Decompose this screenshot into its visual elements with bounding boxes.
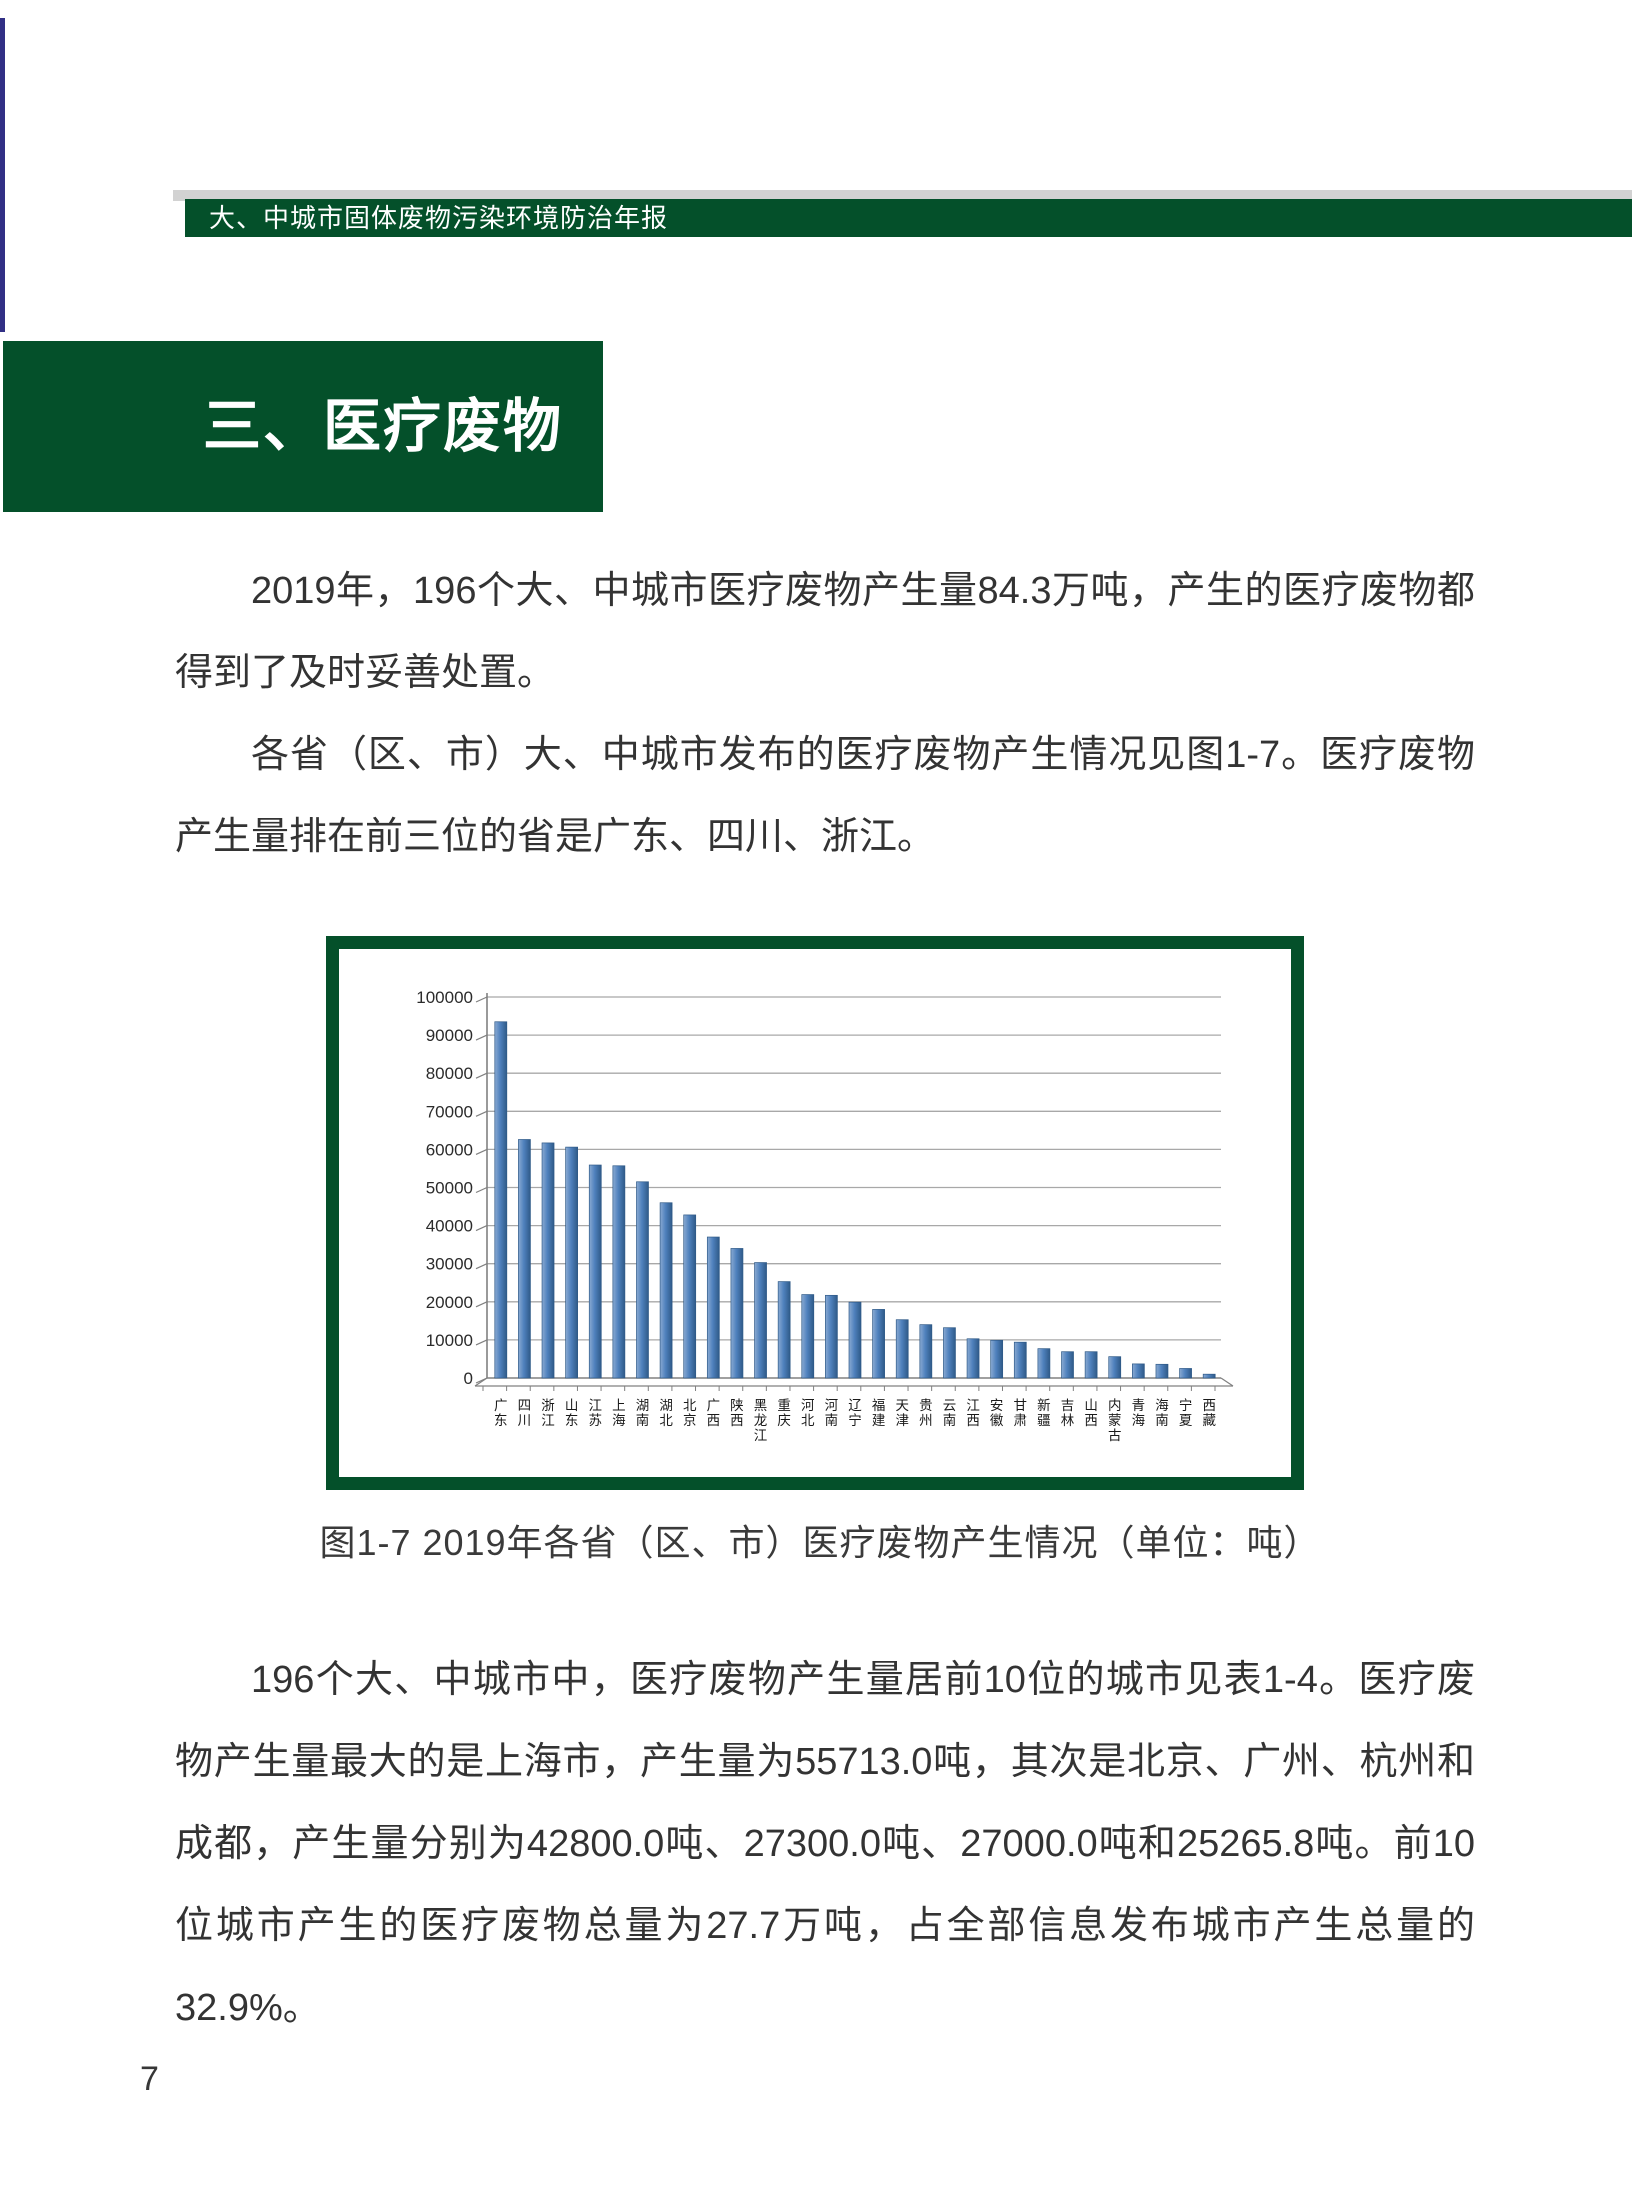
svg-text:天: 天: [895, 1398, 909, 1413]
svg-text:新: 新: [1037, 1398, 1051, 1413]
svg-text:山: 山: [1084, 1398, 1098, 1413]
header-shadow-band: [173, 190, 1632, 201]
svg-text:疆: 疆: [1037, 1413, 1051, 1428]
svg-text:80000: 80000: [426, 1064, 473, 1083]
svg-text:海: 海: [1132, 1413, 1146, 1428]
svg-text:上: 上: [612, 1398, 626, 1413]
svg-text:河: 河: [825, 1398, 839, 1413]
svg-text:庆: 庆: [777, 1413, 791, 1428]
svg-text:西: 西: [707, 1413, 721, 1428]
svg-text:黑: 黑: [754, 1398, 768, 1413]
svg-text:东: 东: [565, 1413, 579, 1428]
svg-text:吉: 吉: [1061, 1398, 1075, 1413]
svg-text:建: 建: [872, 1413, 886, 1428]
svg-text:南: 南: [825, 1413, 839, 1428]
svg-text:徽: 徽: [990, 1413, 1004, 1428]
svg-text:四: 四: [518, 1398, 532, 1413]
paragraph: 各省（区、市）大、中城市发布的医疗废物产生情况见图1-7。医疗废物产生量排在前三…: [175, 734, 1475, 858]
svg-text:夏: 夏: [1179, 1413, 1193, 1428]
svg-text:南: 南: [943, 1413, 957, 1428]
svg-text:宁: 宁: [1179, 1397, 1193, 1413]
svg-text:津: 津: [895, 1413, 909, 1428]
svg-text:30000: 30000: [426, 1255, 473, 1274]
svg-text:广: 广: [494, 1398, 508, 1413]
svg-text:西: 西: [966, 1413, 980, 1428]
svg-text:湖: 湖: [659, 1398, 673, 1413]
body-text-bottom: 196个大、中城市中，医疗废物产生量居前10位的城市见表1-4。医疗废物产生量最…: [175, 1639, 1475, 2049]
svg-text:100000: 100000: [416, 988, 473, 1007]
svg-text:江: 江: [966, 1398, 980, 1413]
svg-text:浙: 浙: [541, 1398, 555, 1413]
svg-text:40000: 40000: [426, 1217, 473, 1236]
svg-text:安: 安: [990, 1398, 1004, 1413]
svg-text:90000: 90000: [426, 1026, 473, 1045]
page-number: 7: [140, 2060, 159, 2098]
svg-text:北: 北: [659, 1413, 673, 1428]
svg-text:70000: 70000: [426, 1102, 473, 1121]
svg-text:北: 北: [801, 1413, 815, 1428]
svg-text:宁: 宁: [848, 1412, 862, 1428]
left-margin-rule: [0, 18, 5, 332]
running-header: 大、中城市固体废物污染环境防治年报: [185, 199, 1632, 237]
svg-text:甘: 甘: [1014, 1398, 1027, 1413]
svg-text:广: 广: [707, 1398, 721, 1413]
running-header-text: 大、中城市固体废物污染环境防治年报: [209, 203, 669, 233]
svg-text:辽: 辽: [848, 1398, 862, 1413]
svg-text:海: 海: [1155, 1398, 1169, 1413]
figure-caption: 图1-7 2019年各省（区、市）医疗废物产生情况（单位：吨）: [319, 1522, 1321, 1563]
svg-text:川: 川: [518, 1413, 532, 1428]
figure-frame: 100000 90000 80000 70000 60000 50000 40000 3000…: [326, 936, 1304, 1490]
svg-text:山: 山: [565, 1398, 579, 1413]
svg-text:肃: 肃: [1014, 1413, 1027, 1428]
svg-text:西: 西: [1084, 1413, 1098, 1428]
svg-text:河: 河: [801, 1398, 815, 1413]
svg-text:藏: 藏: [1202, 1413, 1216, 1428]
svg-text:林: 林: [1061, 1413, 1075, 1428]
svg-text:内: 内: [1108, 1398, 1122, 1413]
svg-text:贵: 贵: [919, 1398, 933, 1413]
svg-text:西: 西: [1202, 1398, 1216, 1413]
svg-text:50000: 50000: [426, 1179, 473, 1198]
medical-waste-bar-chart: 1000009000080000700006000050000400003000…: [416, 988, 1234, 1443]
svg-text:古: 古: [1108, 1428, 1122, 1443]
chart-x-axis-labels: 广东四川浙江山东江苏上海湖南湖北北京广西陕西黑龙江重庆河北河南辽宁福建天津贵州云…: [494, 1397, 1216, 1443]
svg-text:苏: 苏: [589, 1413, 603, 1428]
section-title: 三、医疗废物: [203, 394, 564, 459]
svg-text:北: 北: [683, 1398, 697, 1413]
paragraph: 2019年，196个大、中城市医疗废物产生量84.3万吨，产生的医疗废物都得到了…: [175, 570, 1475, 694]
svg-text:龙: 龙: [754, 1413, 768, 1428]
svg-text:福: 福: [872, 1398, 886, 1413]
svg-text:江: 江: [541, 1413, 555, 1428]
svg-text:湖: 湖: [636, 1398, 650, 1413]
svg-text:0: 0: [464, 1369, 473, 1388]
svg-text:州: 州: [919, 1413, 933, 1428]
svg-text:海: 海: [612, 1413, 626, 1428]
svg-text:60000: 60000: [426, 1140, 473, 1159]
svg-text:东: 东: [494, 1413, 508, 1428]
chart-bars: [494, 1021, 1216, 1379]
paragraph: 196个大、中城市中，医疗废物产生量居前10位的城市见表1-4。医疗废物产生量最…: [175, 1659, 1475, 2029]
chart-y-axis-labels: 1000009000080000700006000050000400003000…: [416, 988, 473, 1388]
svg-text:10000: 10000: [426, 1331, 473, 1350]
svg-text:蒙: 蒙: [1108, 1413, 1122, 1428]
svg-text:南: 南: [1155, 1413, 1169, 1428]
svg-text:陕: 陕: [730, 1398, 744, 1413]
svg-text:京: 京: [683, 1413, 697, 1428]
body-text-top: 2019年，196个大、中城市医疗废物产生量84.3万吨，产生的医疗废物都得到了…: [175, 550, 1475, 878]
svg-text:南: 南: [636, 1413, 650, 1428]
svg-text:青: 青: [1132, 1398, 1146, 1413]
svg-text:云: 云: [943, 1398, 957, 1413]
svg-text:20000: 20000: [426, 1293, 473, 1312]
section-title-box: 三、医疗废物: [3, 341, 603, 512]
svg-text:重: 重: [777, 1398, 791, 1413]
svg-text:江: 江: [754, 1428, 768, 1443]
svg-text:江: 江: [589, 1398, 603, 1413]
svg-text:西: 西: [730, 1413, 744, 1428]
